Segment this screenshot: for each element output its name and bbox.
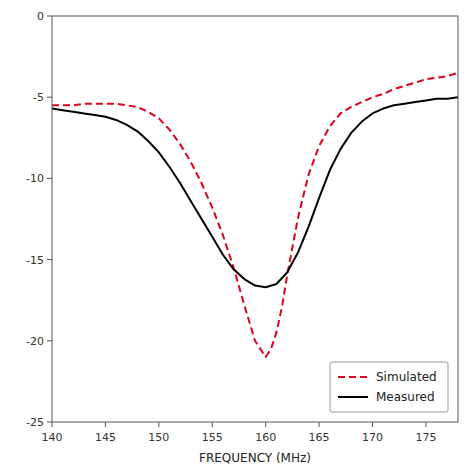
x-tick xyxy=(212,422,213,427)
y-tick xyxy=(47,97,52,98)
chart: 140 145 150 155 160 165 170 175 0 -5 -10 -15 -20 -25 F… xyxy=(0,0,474,474)
line-series xyxy=(52,73,458,357)
y-tick-label: -5 xyxy=(33,91,44,104)
x-tick-label: 175 xyxy=(415,431,436,444)
y-tick-label: -25 xyxy=(26,416,44,429)
x-tick xyxy=(372,422,373,427)
x-tick xyxy=(319,422,320,427)
y-tick-label: -10 xyxy=(26,172,44,185)
y-tick-label: 0 xyxy=(37,10,44,23)
x-tick xyxy=(158,422,159,427)
x-tick-label: 170 xyxy=(362,431,383,444)
x-tick-label: 155 xyxy=(202,431,223,444)
x-tick xyxy=(265,422,266,427)
x-tick xyxy=(52,422,53,427)
x-tick xyxy=(105,422,106,427)
legend-label: Measured xyxy=(376,390,435,404)
line-series xyxy=(52,97,458,287)
x-tick xyxy=(425,422,426,427)
y-tick-label: -20 xyxy=(26,335,44,348)
plot-frame xyxy=(52,16,458,422)
y-tick xyxy=(47,178,52,179)
legend-box xyxy=(330,362,448,412)
legend-swatch xyxy=(338,376,368,378)
x-tick-label: 140 xyxy=(42,431,63,444)
legend-label: Simulated xyxy=(376,370,437,384)
legend: Simulated Measured xyxy=(330,362,448,412)
y-tick-label: -15 xyxy=(26,254,44,267)
legend-swatch xyxy=(338,396,368,398)
x-tick-label: 150 xyxy=(148,431,169,444)
x-axis-label: FREQUENCY (MHz) xyxy=(199,451,311,465)
x-tick-label: 160 xyxy=(255,431,276,444)
y-tick xyxy=(47,259,52,260)
x-tick-label: 165 xyxy=(309,431,330,444)
y-tick xyxy=(47,340,52,341)
series-group xyxy=(52,73,458,357)
y-tick xyxy=(47,16,52,17)
plot-area xyxy=(52,16,458,422)
x-tick-label: 145 xyxy=(95,431,116,444)
y-tick xyxy=(47,422,52,423)
